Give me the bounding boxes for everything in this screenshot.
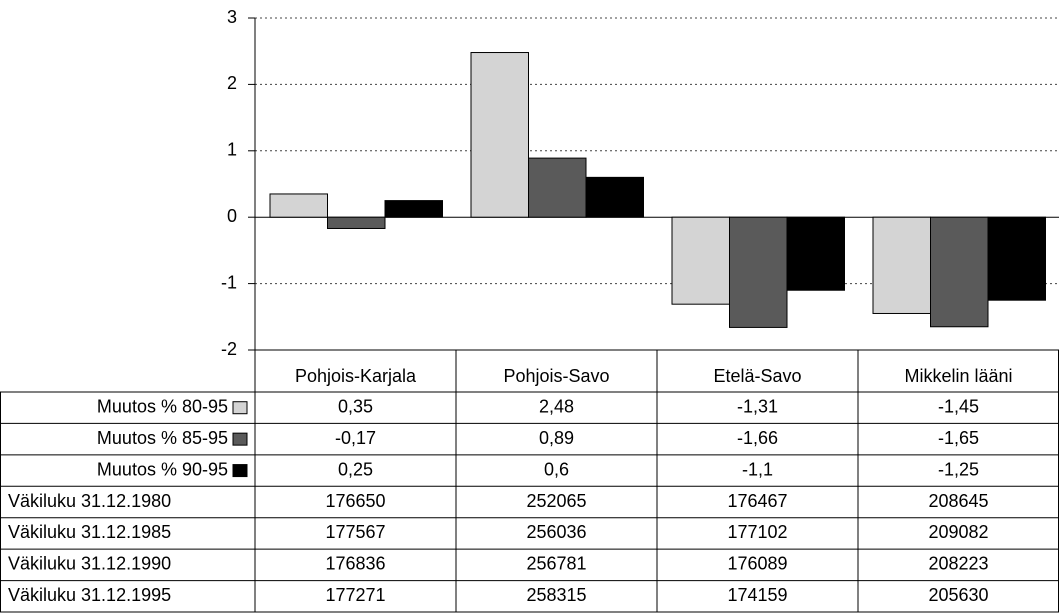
row-label: Väkiluku 31.12.1980 <box>8 491 171 511</box>
table-value: 174159 <box>727 585 787 605</box>
bar <box>585 176 644 218</box>
bar <box>327 216 386 229</box>
row-label: Väkiluku 31.12.1990 <box>8 554 171 574</box>
table-value: 177102 <box>727 522 787 542</box>
legend-swatch <box>232 401 248 415</box>
table-value: 205630 <box>928 585 988 605</box>
legend-label: Muutos % 85-95 <box>97 428 228 448</box>
bar <box>930 216 989 328</box>
y-tick-label: -1 <box>221 272 237 292</box>
value-label: 2,48 <box>539 396 574 416</box>
bar <box>528 157 587 218</box>
value-label: 0,89 <box>539 428 574 448</box>
table-value: 176836 <box>325 554 385 574</box>
value-label: -1,31 <box>737 396 778 416</box>
legend-label: Muutos % 90-95 <box>97 459 228 479</box>
table-value: 177567 <box>325 522 385 542</box>
table-value: 258315 <box>526 585 586 605</box>
table-value: 209082 <box>928 522 988 542</box>
legend-swatch <box>232 432 248 446</box>
value-label: -1,45 <box>938 396 979 416</box>
category-label: Etelä-Savo <box>713 366 801 386</box>
value-label: 0,6 <box>544 459 569 479</box>
bar <box>786 216 845 291</box>
row-label: Väkiluku 31.12.1995 <box>8 585 171 605</box>
bar <box>269 193 328 218</box>
bar <box>729 216 788 328</box>
bar <box>872 216 931 314</box>
value-label: -1,25 <box>938 459 979 479</box>
bar <box>987 216 1046 301</box>
legend-label: Muutos % 80-95 <box>97 396 228 416</box>
y-tick-label: -2 <box>221 339 237 359</box>
y-tick-label: 0 <box>227 206 237 226</box>
row-label: Väkiluku 31.12.1985 <box>8 522 171 542</box>
value-label: 0,25 <box>338 459 373 479</box>
y-tick-label: 1 <box>227 140 237 160</box>
category-label: Pohjois-Savo <box>503 366 609 386</box>
value-label: -1,65 <box>938 428 979 448</box>
value-label: 0,35 <box>338 396 373 416</box>
y-tick-label: 2 <box>227 73 237 93</box>
y-tick-label: 3 <box>227 7 237 27</box>
category-label: Pohjois-Karjala <box>295 366 417 386</box>
value-label: -1,66 <box>737 428 778 448</box>
table-value: 177271 <box>325 585 385 605</box>
value-label: -0,17 <box>335 428 376 448</box>
bar <box>470 52 529 218</box>
bar <box>384 200 443 218</box>
bar <box>671 216 730 305</box>
table-value: 208645 <box>928 491 988 511</box>
table-value: 256781 <box>526 554 586 574</box>
value-label: -1,1 <box>742 459 773 479</box>
legend-swatch <box>232 464 248 478</box>
category-label: Mikkelin lääni <box>904 366 1012 386</box>
table-value: 252065 <box>526 491 586 511</box>
table-value: 256036 <box>526 522 586 542</box>
table-value: 208223 <box>928 554 988 574</box>
table-value: 176467 <box>727 491 787 511</box>
table-value: 176089 <box>727 554 787 574</box>
table-value: 176650 <box>325 491 385 511</box>
